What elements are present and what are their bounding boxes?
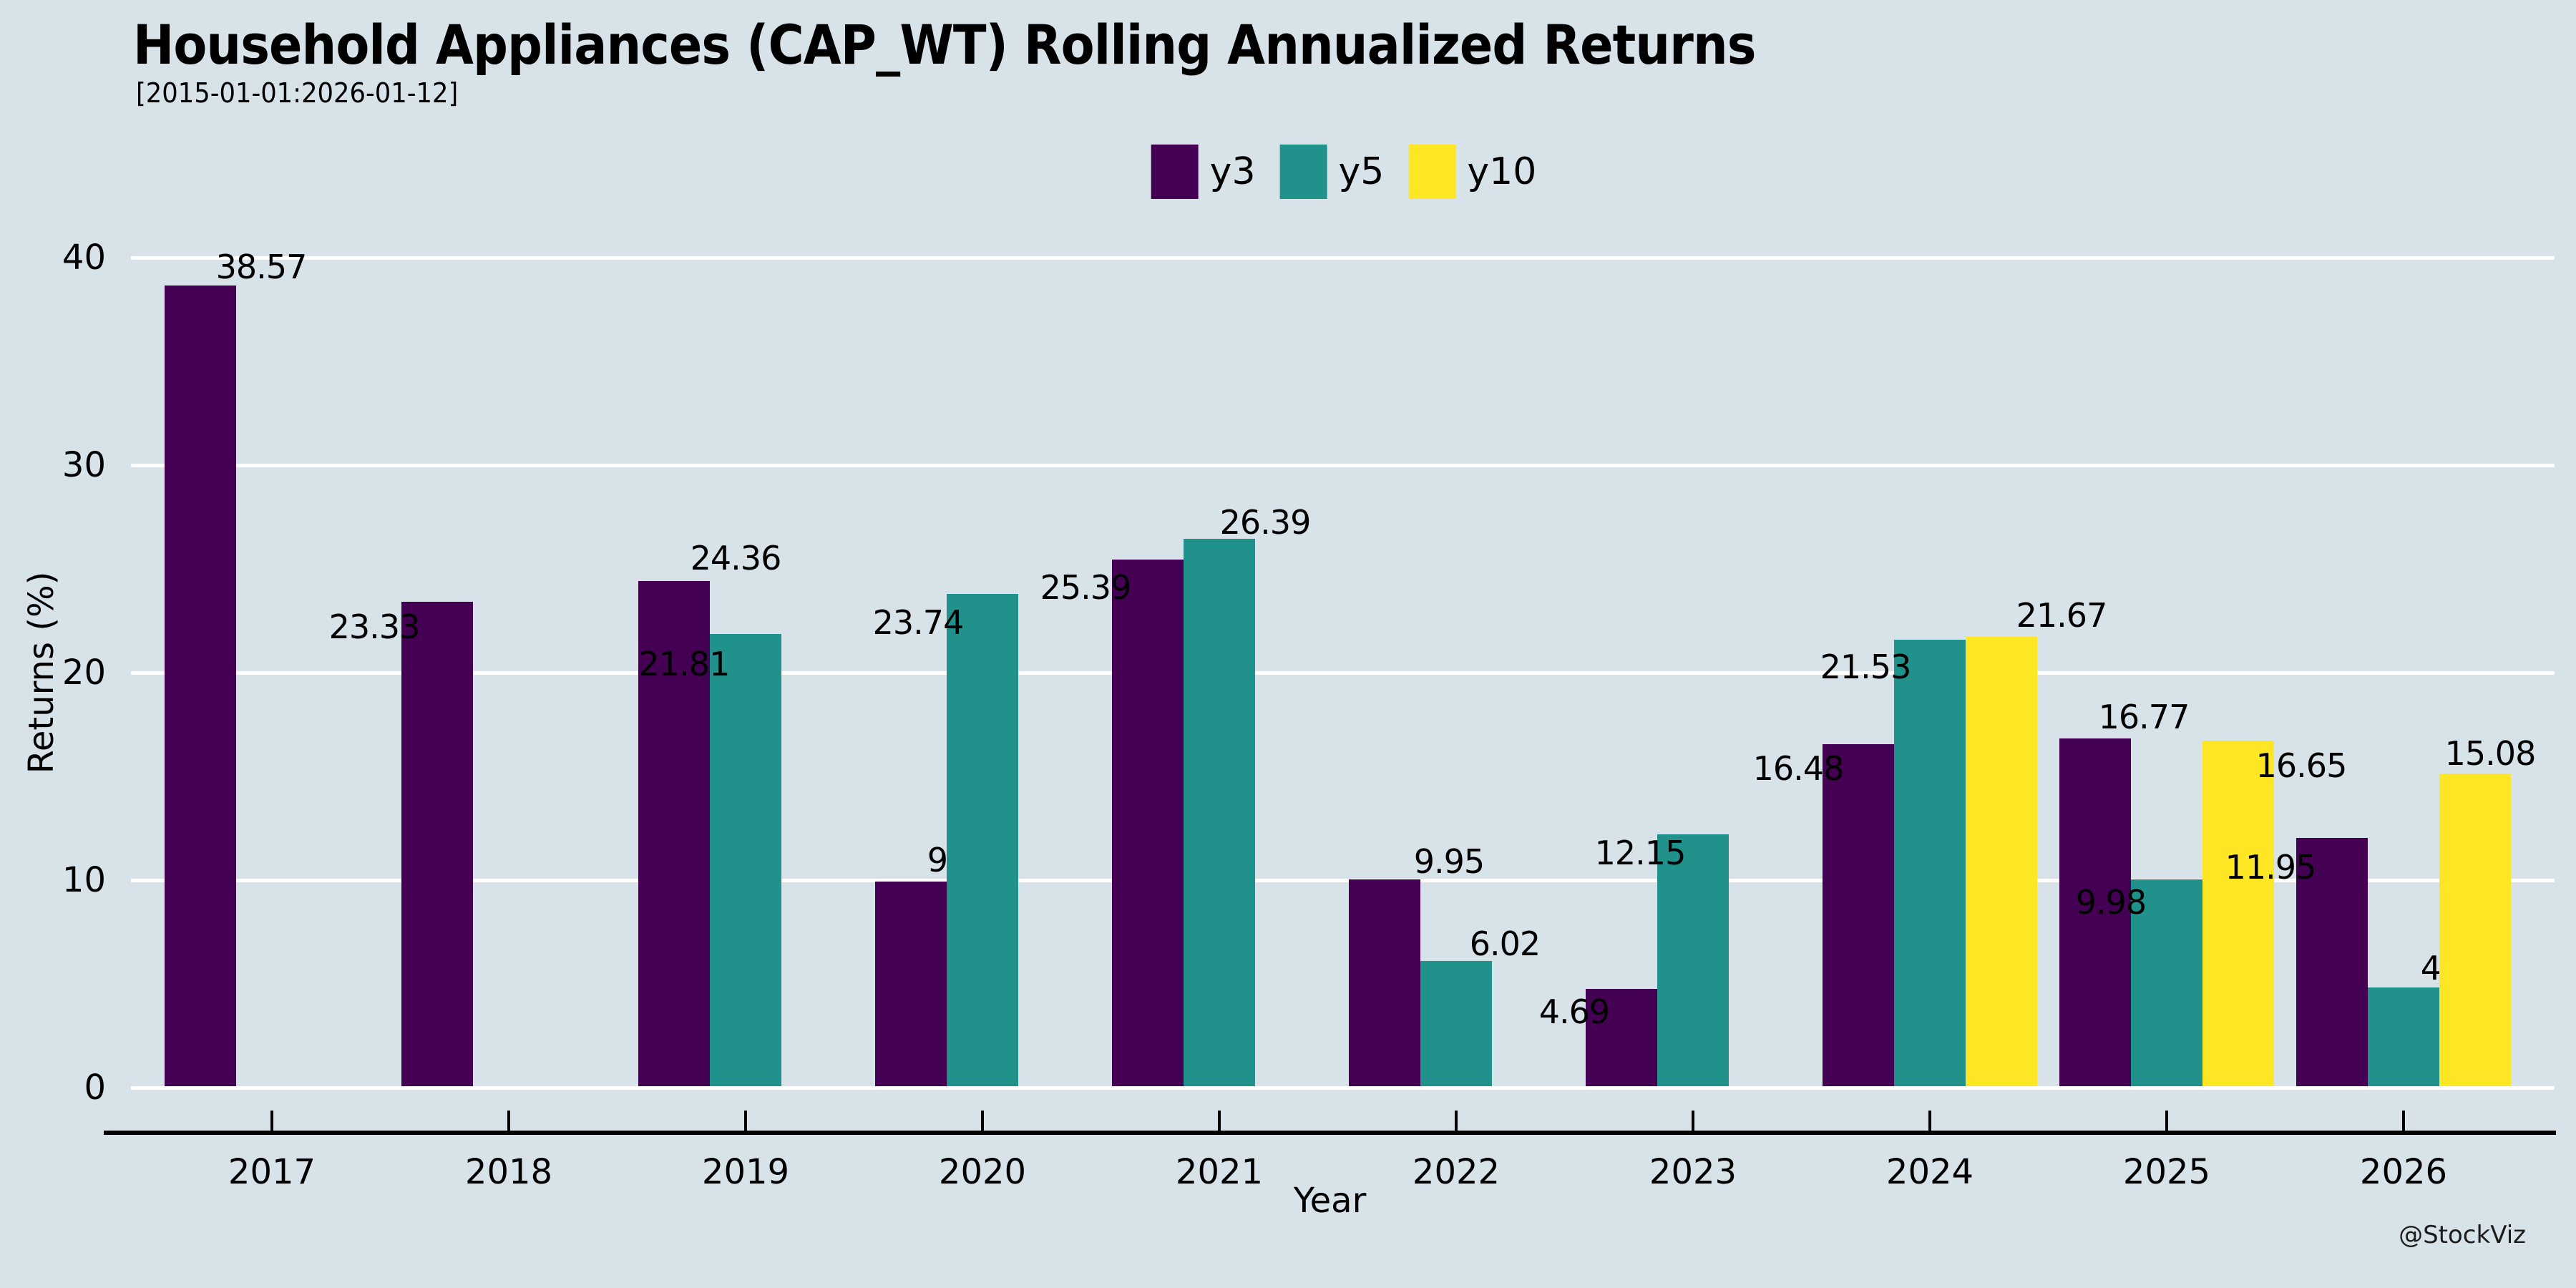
- y-tick-label-10: 10: [62, 860, 106, 900]
- gridline-40: [131, 256, 2555, 260]
- x-tick-2025: [2165, 1111, 2168, 1131]
- y-tick-label-30: 30: [62, 445, 106, 485]
- bar-2020-y5: [947, 593, 1018, 1086]
- bar-value-label-2024-y5: 21.53: [1820, 647, 1912, 686]
- bar-value-label-2019-y3: 24.36: [690, 538, 782, 577]
- bar-2024-y10: [1966, 636, 2037, 1086]
- y-tick-label-0: 0: [84, 1068, 106, 1108]
- legend-label-y10: y10: [1467, 150, 1537, 193]
- bar-2026-y10: [2439, 773, 2511, 1086]
- bar-value-label-2024-y3: 16.48: [1752, 749, 1845, 789]
- bar-value-label-2024-y10: 21.67: [2016, 595, 2108, 635]
- bar-value-label-2026-y3: 11.95: [2225, 848, 2317, 887]
- bar-value-label-2017-y3: 38.57: [215, 248, 308, 287]
- bar-value-label-2025-y10: 16.65: [2255, 746, 2348, 786]
- bar-value-label-2022-y3: 9.95: [1413, 842, 1485, 882]
- bar-value-label-2018-y3: 23.33: [328, 608, 421, 647]
- x-tick-2026: [2402, 1111, 2405, 1131]
- bar-2024-y3: [1823, 744, 1894, 1086]
- bar-2022-y3: [1349, 879, 1420, 1086]
- bar-2019-y3: [638, 580, 710, 1086]
- x-tick-2021: [1218, 1111, 1221, 1131]
- bar-value-label-2025-y3: 16.77: [2098, 697, 2190, 736]
- x-tick-label-2017: 2017: [228, 1152, 316, 1192]
- legend-swatch-y5: [1279, 145, 1327, 199]
- legend-label-y5: y5: [1338, 150, 1385, 193]
- x-tick-label-2019: 2019: [701, 1152, 790, 1192]
- bar-2025-y3: [2059, 738, 2131, 1086]
- x-axis-line: [104, 1131, 2556, 1135]
- bar-value-label-2023-y3: 4.69: [1538, 992, 1610, 1031]
- bar-value-label-2021-y5: 26.39: [1219, 502, 1312, 542]
- x-tick-2017: [270, 1111, 273, 1131]
- x-tick-label-2022: 2022: [1412, 1152, 1501, 1192]
- x-tick-label-2024: 2024: [1885, 1152, 1974, 1192]
- x-axis-title: Year: [1293, 1181, 1367, 1221]
- x-tick-2020: [981, 1111, 984, 1131]
- bar-2026-y3: [2296, 838, 2368, 1086]
- y-tick-label-40: 40: [62, 238, 106, 278]
- legend-item-y5: y5: [1279, 145, 1385, 199]
- legend: y3 y5 y10: [1151, 145, 1536, 199]
- x-tick-2019: [744, 1111, 747, 1131]
- bar-2023-y3: [1586, 988, 1657, 1086]
- bar-value-label-2026-y10: 15.08: [2444, 733, 2537, 773]
- bar-2026-y5: [2368, 987, 2439, 1086]
- x-tick-2023: [1692, 1111, 1694, 1131]
- gridline-30: [131, 464, 2555, 467]
- bar-value-label-2023-y5: 12.15: [1594, 833, 1687, 872]
- chart-title: Household Appliances (CAP_WT) Rolling An…: [133, 13, 1757, 77]
- bar-value-label-2021-y3: 25.39: [1040, 567, 1132, 607]
- legend-item-y10: y10: [1408, 145, 1536, 199]
- x-tick-label-2018: 2018: [464, 1152, 553, 1192]
- bar-2023-y5: [1657, 834, 1729, 1086]
- legend-swatch-y10: [1408, 145, 1456, 199]
- watermark: @StockViz: [2399, 1221, 2526, 1249]
- bar-value-label-2020-y5: 23.74: [872, 602, 965, 642]
- gridline-0: [131, 1086, 2555, 1090]
- x-tick-2024: [1928, 1111, 1931, 1131]
- bar-2021-y5: [1184, 538, 1255, 1086]
- bar-2021-y3: [1112, 559, 1184, 1086]
- bar-2018-y3: [401, 602, 473, 1086]
- x-tick-label-2023: 2023: [1649, 1152, 1737, 1192]
- bar-2019-y5: [710, 633, 781, 1086]
- x-tick-label-2026: 2026: [2359, 1152, 2448, 1192]
- gridline-20: [131, 671, 2555, 675]
- x-tick-label-2020: 2020: [938, 1152, 1027, 1192]
- legend-swatch-y3: [1151, 145, 1199, 199]
- x-tick-label-2021: 2021: [1175, 1152, 1264, 1192]
- y-tick-label-20: 20: [62, 653, 106, 693]
- bar-value-label-2019-y5: 21.81: [638, 644, 731, 683]
- x-tick-label-2025: 2025: [2122, 1152, 2211, 1192]
- bar-2017-y3: [165, 286, 236, 1086]
- bar-value-label-2025-y5: 9.98: [2075, 882, 2147, 922]
- bar-2020-y3: [875, 882, 947, 1086]
- legend-item-y3: y3: [1151, 145, 1256, 199]
- bar-value-label-2022-y5: 6.02: [1469, 924, 1541, 964]
- bar-2025-y5: [2131, 879, 2202, 1086]
- bar-2024-y5: [1894, 639, 1966, 1086]
- gridline-10: [131, 879, 2555, 882]
- bar-2025-y10: [2202, 741, 2274, 1086]
- bar-2022-y5: [1420, 961, 1492, 1086]
- x-tick-2022: [1455, 1111, 1458, 1131]
- legend-label-y3: y3: [1209, 150, 1256, 193]
- chart-subtitle: [2015-01-01:2026-01-12]: [136, 77, 459, 109]
- y-axis-title: Returns (%): [21, 571, 62, 774]
- x-tick-2018: [507, 1111, 510, 1131]
